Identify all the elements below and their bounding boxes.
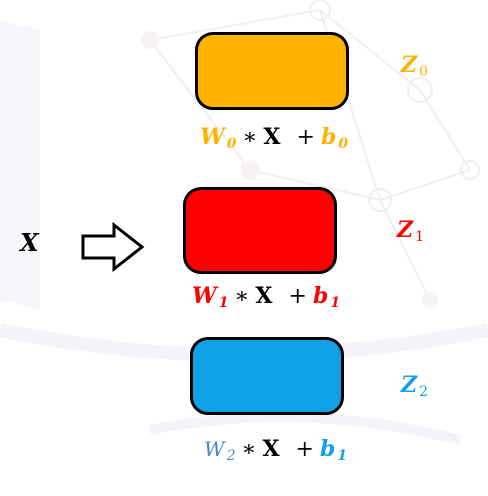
multiply-operator: ∗ (241, 437, 257, 462)
output-box-2 (190, 337, 344, 415)
input-term: X (263, 124, 281, 150)
z-symbol: Z (401, 52, 418, 78)
output-box-0 (195, 32, 349, 110)
multiply-operator: ∗ (234, 284, 250, 309)
z-subscript: 1 (415, 229, 424, 245)
plus-operator: + (296, 125, 315, 150)
z-symbol: Z (401, 372, 418, 398)
z-subscript: 2 (419, 384, 428, 400)
equation-2: W 2 ∗ X + b 1 (204, 436, 347, 464)
z-symbol: Z (397, 217, 414, 243)
plus-operator: + (288, 284, 307, 309)
output-box-1 (183, 187, 337, 274)
equation-0: W 0 ∗ X + b 0 (200, 124, 348, 152)
multiply-operator: ∗ (242, 125, 258, 150)
plus-operator: + (295, 437, 314, 462)
input-term: X (262, 436, 280, 462)
right-arrow-icon (81, 222, 145, 272)
equation-1: W 1 ∗ X + b 1 (192, 283, 340, 311)
input-term: X (255, 283, 273, 309)
input-x-label: X (20, 228, 39, 257)
z-subscript: 0 (419, 64, 428, 80)
